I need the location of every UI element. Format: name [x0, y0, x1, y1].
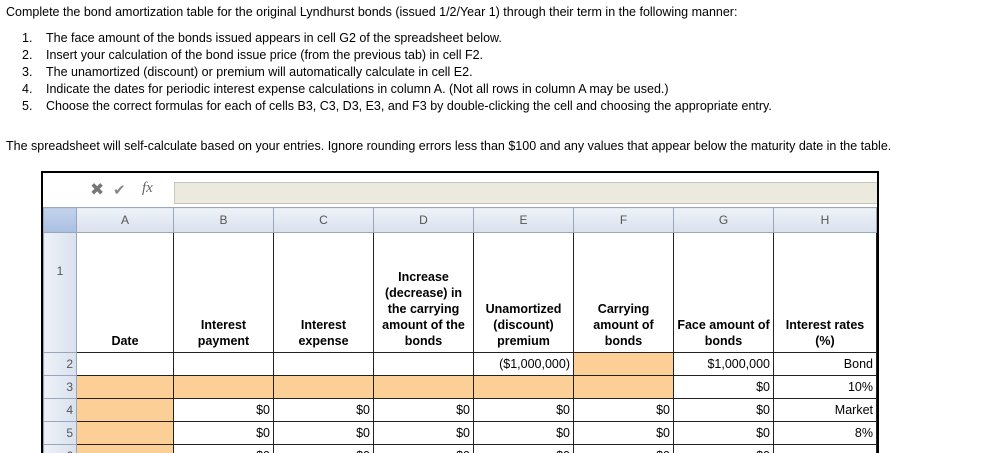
self-calc-note: The spreadsheet will self-calculate base… — [6, 139, 891, 153]
step-text: Choose the correct formulas for each of … — [46, 99, 772, 113]
table-row: 6$0$0$0$0$0$0 — [44, 445, 877, 453]
step: 5.Choose the correct formulas for each o… — [22, 98, 772, 115]
cell-G1[interactable]: Face amount of bonds — [674, 233, 774, 353]
cell-D6[interactable]: $0 — [374, 445, 474, 453]
row-header[interactable]: 2 — [44, 353, 77, 376]
formula-input[interactable] — [174, 182, 879, 204]
cell-G3[interactable]: $0 — [674, 376, 774, 399]
step-number: 4. — [22, 81, 46, 98]
cancel-x-icon[interactable]: ✖ — [90, 180, 104, 200]
cell-G6[interactable]: $0 — [674, 445, 774, 453]
step-number: 2. — [22, 47, 46, 64]
step-text: Insert your calculation of the bond issu… — [46, 48, 483, 62]
cell-A1[interactable]: Date — [77, 233, 174, 353]
cell-C4[interactable]: $0 — [274, 399, 374, 422]
cell-H5[interactable]: 8% — [774, 422, 877, 445]
cell-A4[interactable] — [77, 399, 174, 422]
cell-E6[interactable]: $0 — [474, 445, 574, 453]
cell-A3[interactable] — [77, 376, 174, 399]
cell-G4[interactable]: $0 — [674, 399, 774, 422]
column-header-B[interactable]: B — [174, 208, 274, 233]
step-number: 1. — [22, 30, 46, 47]
cell-E3[interactable] — [474, 376, 574, 399]
row-header[interactable]: 1 — [44, 233, 77, 353]
column-header-D[interactable]: D — [374, 208, 474, 233]
step: 1.The face amount of the bonds issued ap… — [22, 30, 772, 47]
row-header[interactable]: 4 — [44, 399, 77, 422]
column-header-G[interactable]: G — [674, 208, 774, 233]
cell-D3[interactable] — [374, 376, 474, 399]
step-text: Indicate the dates for periodic interest… — [46, 82, 669, 96]
cell-A2[interactable] — [77, 353, 174, 376]
cell-H4[interactable]: Market — [774, 399, 877, 422]
cell-F1[interactable]: Carrying amount of bonds — [574, 233, 674, 353]
cell-F6[interactable]: $0 — [574, 445, 674, 453]
instruction-steps: 1.The face amount of the bonds issued ap… — [22, 30, 772, 115]
cell-F2[interactable] — [574, 353, 674, 376]
step: 4.Indicate the dates for periodic intere… — [22, 81, 772, 98]
cell-C3[interactable] — [274, 376, 374, 399]
step: 2.Insert your calculation of the bond is… — [22, 47, 772, 64]
cell-F4[interactable]: $0 — [574, 399, 674, 422]
row-header[interactable]: 6 — [44, 445, 77, 453]
confirm-check-icon[interactable]: ✔ — [113, 181, 126, 199]
cell-B6[interactable]: $0 — [174, 445, 274, 453]
fx-label: fx — [142, 180, 153, 197]
column-header-C[interactable]: C — [274, 208, 374, 233]
cell-H6[interactable] — [774, 445, 877, 453]
cell-D4[interactable]: $0 — [374, 399, 474, 422]
cell-A6[interactable] — [77, 445, 174, 453]
cell-C2[interactable] — [274, 353, 374, 376]
cell-G5[interactable]: $0 — [674, 422, 774, 445]
column-header-H[interactable]: H — [774, 208, 877, 233]
cell-B2[interactable] — [174, 353, 274, 376]
cell-B5[interactable]: $0 — [174, 422, 274, 445]
step-number: 3. — [22, 64, 46, 81]
cell-E4[interactable]: $0 — [474, 399, 574, 422]
column-header-A[interactable]: A — [77, 208, 174, 233]
formula-bar: ✖ ✔ fx — [43, 173, 877, 207]
cell-D5[interactable]: $0 — [374, 422, 474, 445]
cell-B3[interactable] — [174, 376, 274, 399]
cell-B1[interactable]: Interest payment — [174, 233, 274, 353]
cell-B4[interactable]: $0 — [174, 399, 274, 422]
row-header[interactable]: 3 — [44, 376, 77, 399]
cell-D2[interactable] — [374, 353, 474, 376]
cell-H2[interactable]: Bond — [774, 353, 877, 376]
cell-E5[interactable]: $0 — [474, 422, 574, 445]
cell-C6[interactable]: $0 — [274, 445, 374, 453]
column-header-F[interactable]: F — [574, 208, 674, 233]
cell-D1[interactable]: Increase (decrease) in the carrying amou… — [374, 233, 474, 353]
cell-C5[interactable]: $0 — [274, 422, 374, 445]
step-number: 5. — [22, 98, 46, 115]
cell-H3[interactable]: 10% — [774, 376, 877, 399]
step-text: The face amount of the bonds issued appe… — [46, 31, 502, 45]
step: 3.The unamortized (discount) or premium … — [22, 64, 772, 81]
select-all-corner[interactable] — [44, 208, 77, 233]
cell-F3[interactable] — [574, 376, 674, 399]
cell-H1[interactable]: Interest rates (%) — [774, 233, 877, 353]
row-header[interactable]: 5 — [44, 422, 77, 445]
column-header-E[interactable]: E — [474, 208, 574, 233]
cell-C1[interactable]: Interest expense — [274, 233, 374, 353]
cell-F5[interactable]: $0 — [574, 422, 674, 445]
cell-E1[interactable]: Unamortized (discount) premium — [474, 233, 574, 353]
cell-E2[interactable]: ($1,000,000) — [474, 353, 574, 376]
cell-G2[interactable]: $1,000,000 — [674, 353, 774, 376]
instructions-intro: Complete the bond amortization table for… — [6, 5, 737, 19]
cell-A5[interactable] — [77, 422, 174, 445]
step-text: The unamortized (discount) or premium wi… — [46, 65, 473, 79]
